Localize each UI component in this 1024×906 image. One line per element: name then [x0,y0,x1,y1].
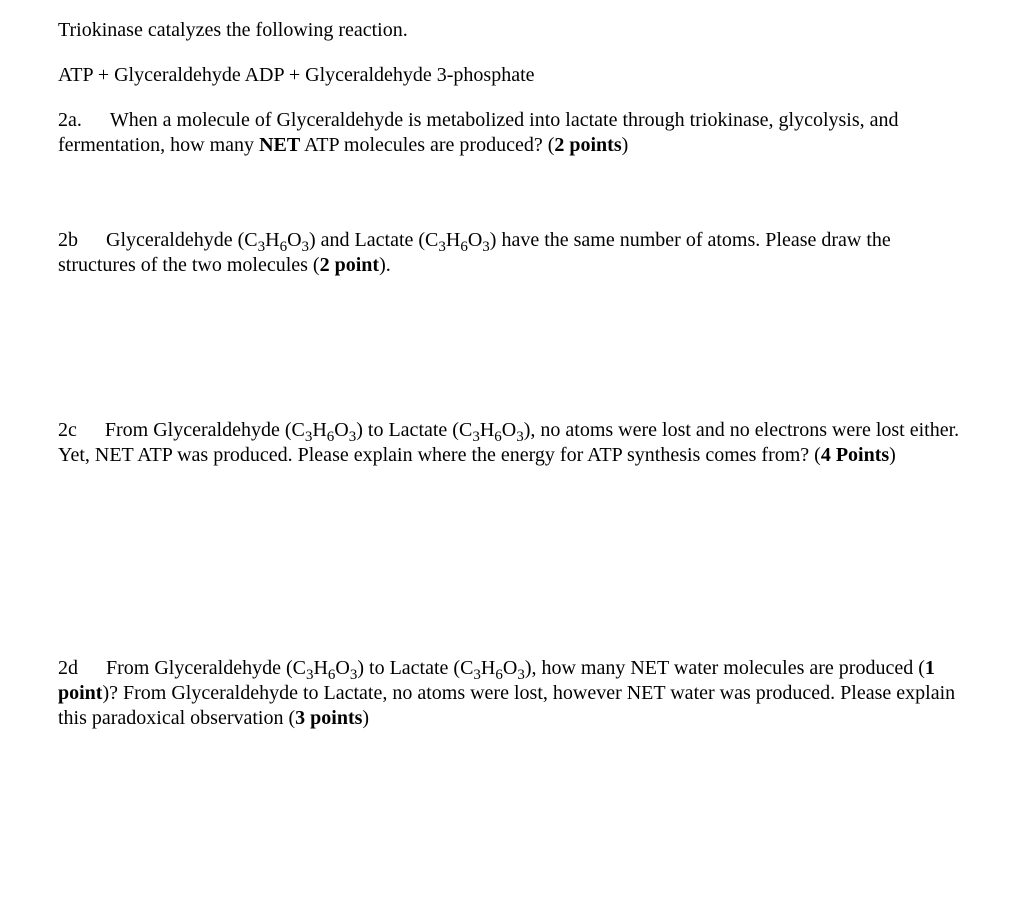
points-label: 2 points [554,134,621,156]
question-text: ) to Lactate (C [357,657,473,679]
formula-sub: 3 [482,239,490,255]
question-text: ) [362,707,369,729]
question-text: ATP molecules are produced? ( [300,134,554,156]
question-text: From Glyceraldehyde (C [105,419,305,441]
formula-sub: 3 [473,667,481,683]
formula-sub: 3 [516,429,524,445]
question-text: O [502,419,516,441]
question-text: O [287,229,301,251]
question-text: ) [622,134,629,156]
question-text: Glyceraldehyde (C [106,229,258,251]
question-label: 2c [58,419,77,441]
formula-sub: 6 [280,239,288,255]
question-text: ), how many NET water molecules are prod… [525,657,925,679]
formula-sub: 6 [495,667,503,683]
question-label: 2b [58,229,78,251]
question-text: H [446,229,460,251]
question-text: ) to Lactate (C [356,419,472,441]
worksheet-page: Triokinase catalyzes the following react… [0,0,1024,906]
bold-net: NET [259,134,300,156]
formula-sub: 6 [494,429,502,445]
question-text: From Glyceraldehyde (C [106,657,306,679]
points-label: 4 Points [821,444,889,466]
question-text: O [335,657,349,679]
formula-sub: 3 [517,667,525,683]
question-text: H [313,657,327,679]
question-text: ) and Lactate (C [309,229,438,251]
answer-space [58,488,966,656]
question-text: H [265,229,279,251]
answer-space [58,298,966,418]
question-label: 2a. [58,109,82,131]
question-text: O [334,419,348,441]
question-2b: 2bGlyceraldehyde (C3H6O3) and Lactate (C… [58,228,966,278]
intro-line: Triokinase catalyzes the following react… [58,18,966,43]
formula-sub: 3 [438,239,446,255]
question-2c: 2cFrom Glyceraldehyde (C3H6O3) to Lactat… [58,418,966,468]
reaction-line: ATP + Glyceraldehyde ADP + Glyceraldehyd… [58,63,966,88]
question-text: O [503,657,517,679]
question-2a: 2a.When a molecule of Glyceraldehyde is … [58,108,966,158]
question-text: O [468,229,482,251]
formula-sub: 3 [258,239,266,255]
formula-sub: 3 [302,239,310,255]
question-text: ). [379,254,391,276]
question-2d: 2dFrom Glyceraldehyde (C3H6O3) to Lactat… [58,656,966,731]
answer-space [58,178,966,228]
formula-sub: 6 [460,239,468,255]
question-label: 2d [58,657,78,679]
question-text: H [480,419,494,441]
question-text: )? From Glyceraldehyde to Lactate, no at… [58,682,955,729]
points-label: 3 points [295,707,362,729]
formula-sub: 3 [472,429,480,445]
question-text: ) [889,444,896,466]
points-label: 2 point [320,254,379,276]
question-text: H [481,657,495,679]
question-text: H [312,419,326,441]
